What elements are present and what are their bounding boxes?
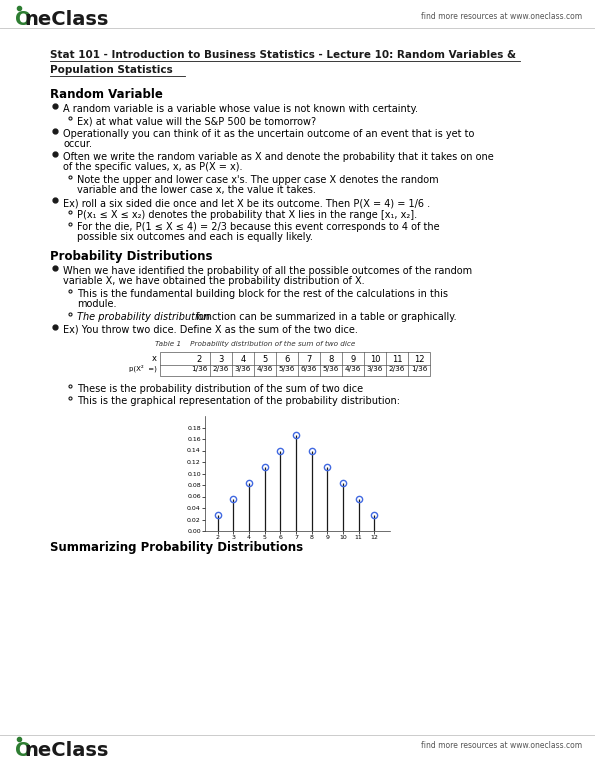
Text: 6/36: 6/36 — [301, 366, 317, 372]
Text: 1/36: 1/36 — [411, 366, 427, 372]
Text: This is the graphical representation of the probability distribution:: This is the graphical representation of … — [77, 396, 400, 406]
Text: These is the probability distribution of the sum of two dice: These is the probability distribution of… — [77, 384, 363, 394]
Text: neClass: neClass — [24, 741, 108, 760]
Text: 4: 4 — [240, 355, 246, 364]
Text: 3/36: 3/36 — [367, 366, 383, 372]
Text: Random Variable: Random Variable — [50, 88, 163, 101]
Text: 1/36: 1/36 — [191, 366, 207, 372]
Text: 5: 5 — [262, 355, 268, 364]
Text: function can be summarized in a table or graphically.: function can be summarized in a table or… — [193, 312, 456, 322]
Text: occur.: occur. — [63, 139, 92, 149]
Text: O: O — [15, 741, 32, 760]
Text: 4/36: 4/36 — [257, 366, 273, 372]
Text: This is the fundamental building block for the rest of the calculations in this: This is the fundamental building block f… — [77, 289, 448, 299]
Text: 2/36: 2/36 — [213, 366, 229, 372]
Text: find more resources at www.oneclass.com: find more resources at www.oneclass.com — [421, 12, 582, 21]
Text: 3/36: 3/36 — [235, 366, 251, 372]
Text: 5/36: 5/36 — [323, 366, 339, 372]
Text: find more resources at www.oneclass.com: find more resources at www.oneclass.com — [421, 741, 582, 750]
Text: 11: 11 — [392, 355, 402, 364]
Text: When we have identified the probability of all the possible outcomes of the rand: When we have identified the probability … — [63, 266, 472, 276]
Text: neClass: neClass — [24, 10, 108, 29]
Text: module.: module. — [77, 299, 117, 309]
Text: Summarizing Probability Distributions: Summarizing Probability Distributions — [50, 541, 303, 554]
Text: A random variable is a variable whose value is not known with certainty.: A random variable is a variable whose va… — [63, 104, 418, 114]
Text: Probability Distributions: Probability Distributions — [50, 250, 212, 263]
Text: Often we write the random variable as X and denote the probability that it takes: Often we write the random variable as X … — [63, 152, 494, 162]
Text: possible six outcomes and each is equally likely.: possible six outcomes and each is equall… — [77, 232, 313, 242]
Text: Table 1    Probability distribution of the sum of two dice: Table 1 Probability distribution of the … — [155, 341, 355, 347]
Text: 3: 3 — [218, 355, 224, 364]
Text: Ex) You throw two dice. Define X as the sum of the two dice.: Ex) You throw two dice. Define X as the … — [63, 325, 358, 335]
Text: O: O — [15, 10, 32, 29]
Text: p(X²  =): p(X² =) — [129, 365, 157, 373]
Text: 12: 12 — [414, 355, 424, 364]
Text: 8: 8 — [328, 355, 334, 364]
Text: variable X, we have obtained the probability distribution of X.: variable X, we have obtained the probabi… — [63, 276, 365, 286]
Text: 7: 7 — [306, 355, 312, 364]
Text: Stat 101 - Introduction to Business Statistics - Lecture 10: Random Variables &: Stat 101 - Introduction to Business Stat… — [50, 50, 516, 60]
Text: of the specific values, x, as P(X = x).: of the specific values, x, as P(X = x). — [63, 162, 243, 172]
Text: 10: 10 — [369, 355, 380, 364]
Text: 5/36: 5/36 — [279, 366, 295, 372]
Text: 9: 9 — [350, 355, 356, 364]
Text: P(x₁ ≤ X ≤ x₂) denotes the probability that X lies in the range [x₁, x₂].: P(x₁ ≤ X ≤ x₂) denotes the probability t… — [77, 210, 417, 220]
Text: For the die, P(1 ≤ X ≤ 4) = 2/3 because this event corresponds to 4 of the: For the die, P(1 ≤ X ≤ 4) = 2/3 because … — [77, 222, 440, 232]
Text: 6: 6 — [284, 355, 290, 364]
Text: Population Statistics: Population Statistics — [50, 65, 173, 75]
Text: variable and the lower case x, the value it takes.: variable and the lower case x, the value… — [77, 185, 316, 195]
Text: 2: 2 — [196, 355, 202, 364]
Text: Ex) roll a six sided die once and let X be its outcome. Then P(X = 4) = 1/6 .: Ex) roll a six sided die once and let X … — [63, 198, 430, 208]
Text: The probability distribution: The probability distribution — [77, 312, 210, 322]
Text: Operationally you can think of it as the uncertain outcome of an event that is y: Operationally you can think of it as the… — [63, 129, 474, 139]
Text: 4/36: 4/36 — [345, 366, 361, 372]
Text: 2/36: 2/36 — [389, 366, 405, 372]
Text: Ex) at what value will the S&P 500 be tomorrow?: Ex) at what value will the S&P 500 be to… — [77, 116, 316, 126]
Text: x: x — [152, 354, 157, 363]
Text: Note the upper and lower case x's. The upper case X denotes the random: Note the upper and lower case x's. The u… — [77, 175, 439, 185]
